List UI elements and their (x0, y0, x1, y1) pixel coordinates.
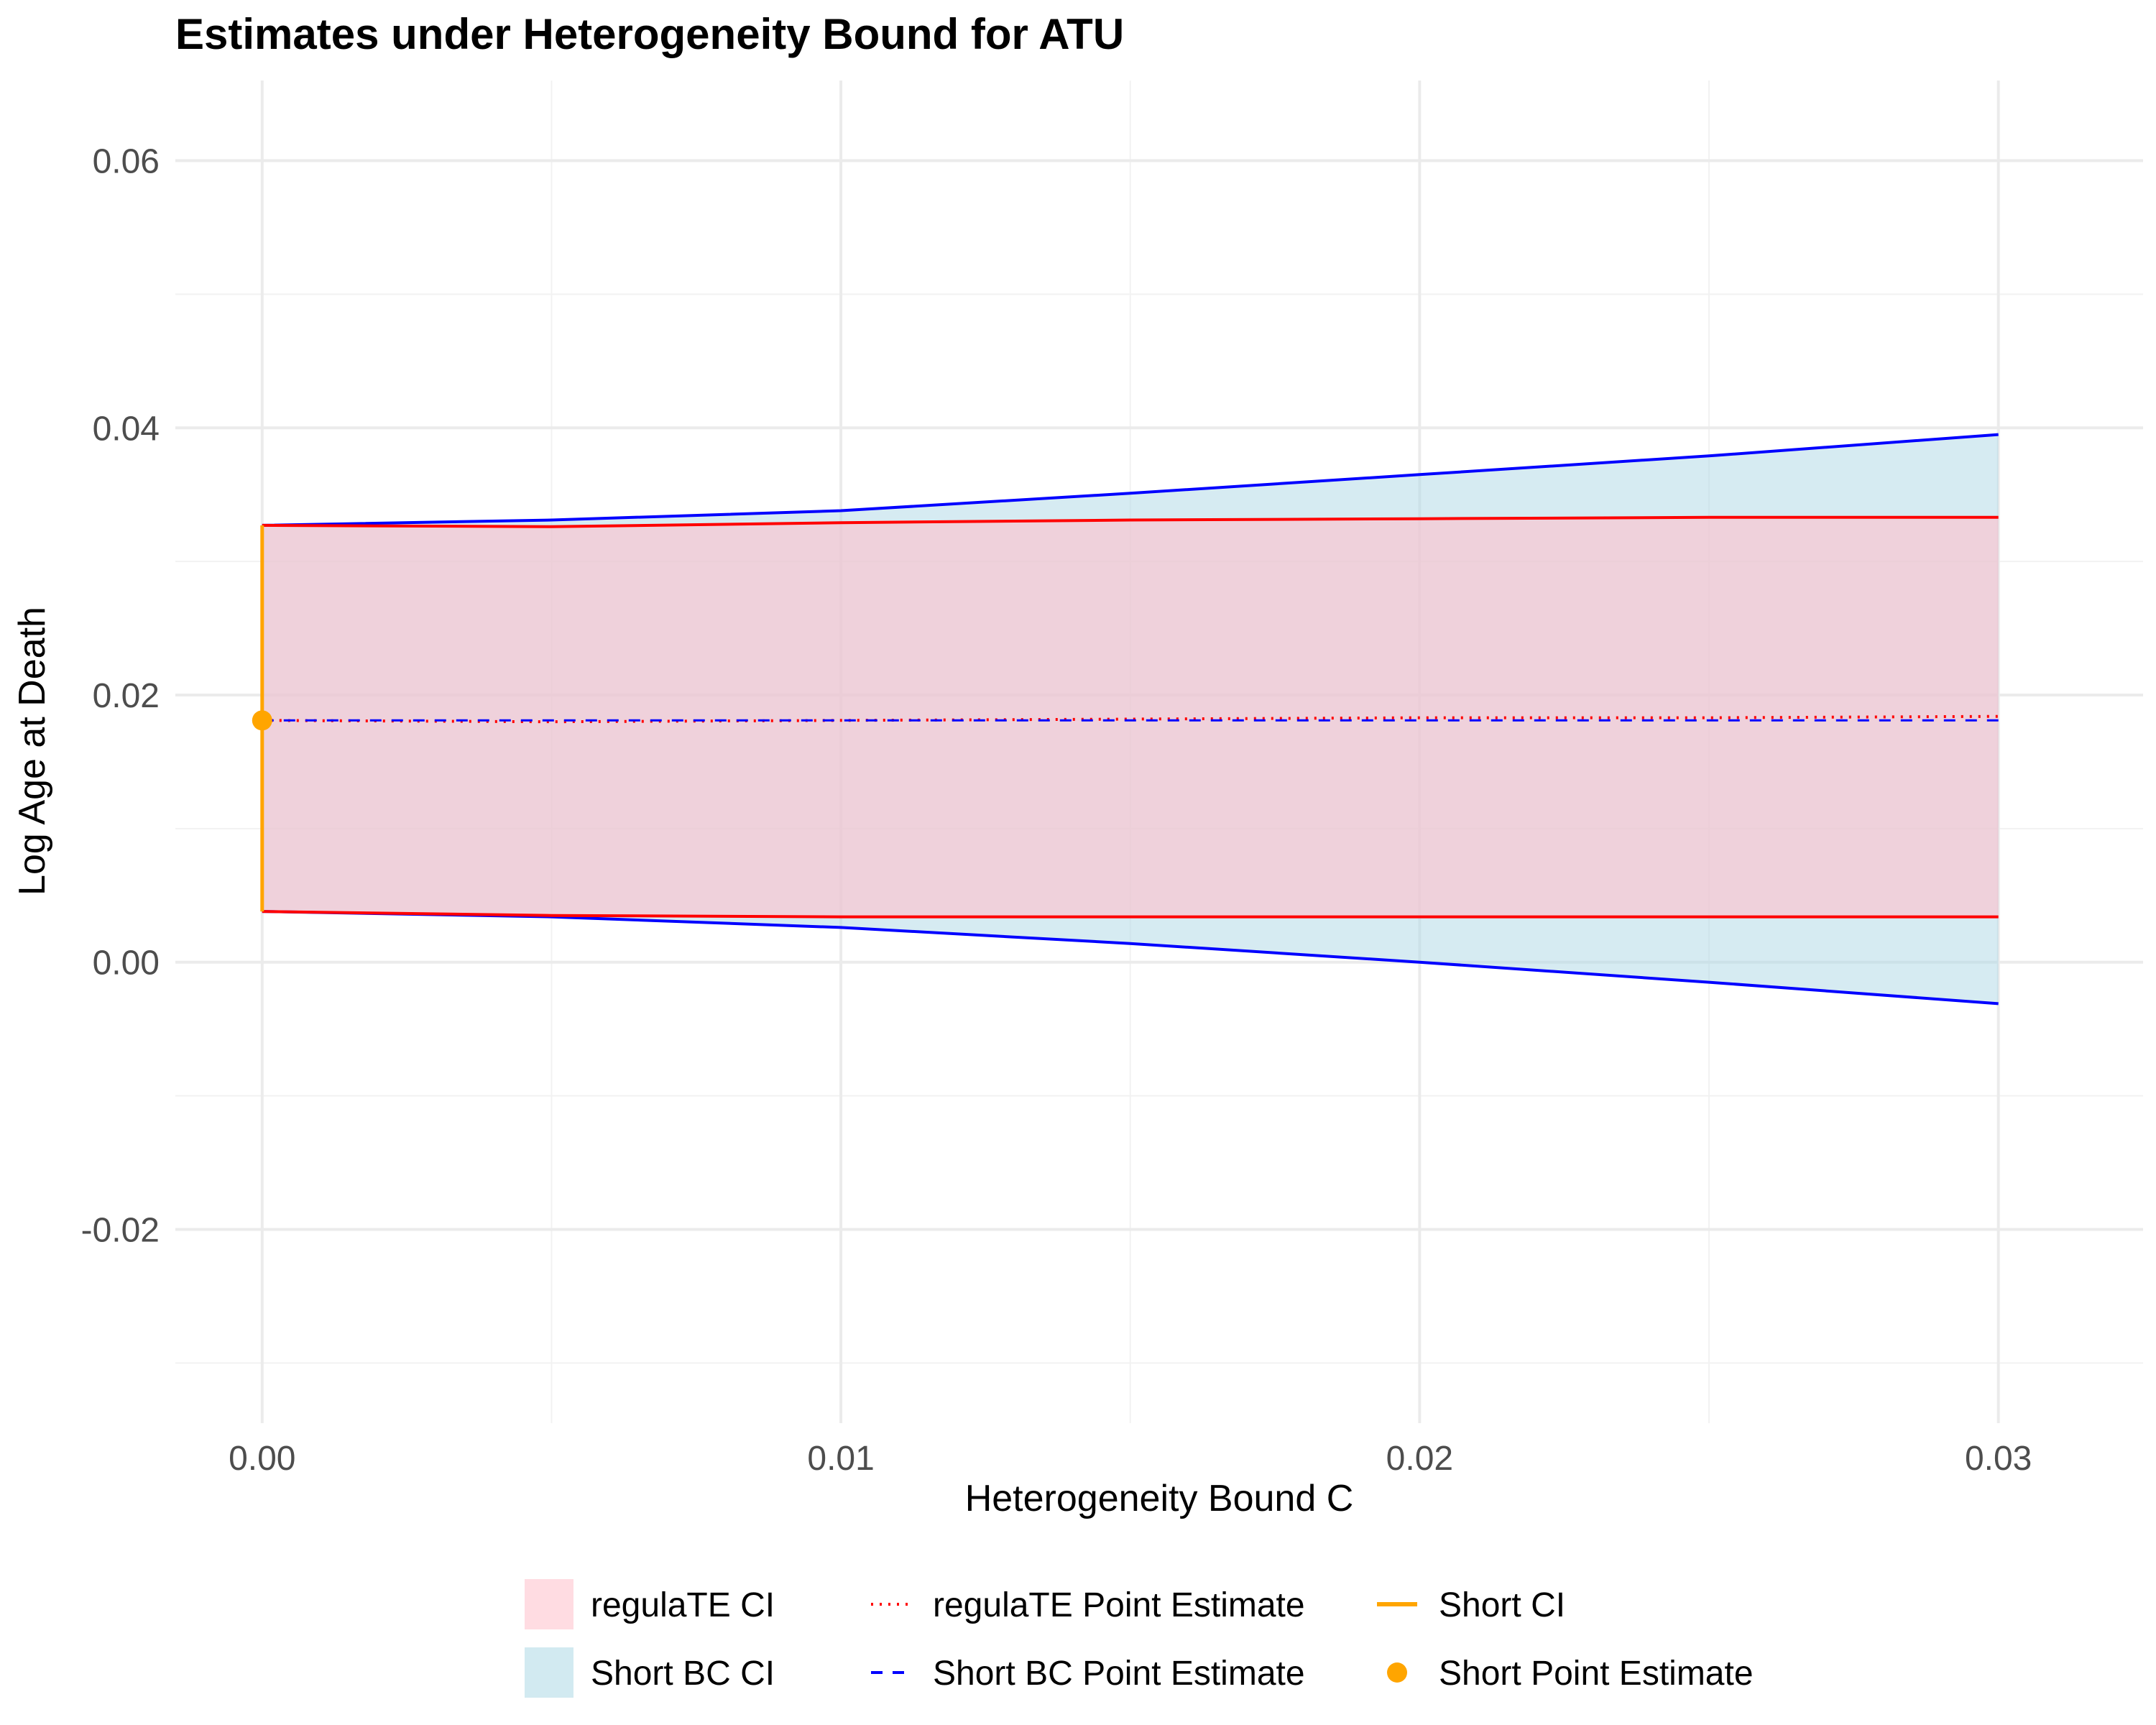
legend-item-short-bc-point-estimate: Short BC Point Estimate (871, 1655, 1305, 1693)
legend-key (525, 1579, 573, 1629)
short-estimate-marks (252, 525, 272, 912)
regulate-ci-lower-line (262, 910, 1999, 919)
legend-label: Short CI (1439, 1586, 1565, 1624)
regulate-ci-upper-line (262, 515, 1999, 528)
y-tick-labels: -0.02 0.00 0.02 0.04 0.06 (81, 143, 160, 1250)
x-axis-title: Heterogeneity Bound C (965, 1478, 1354, 1519)
legend-item-regulate-ci: regulaTE CI (525, 1579, 775, 1629)
y-tick-label: 0.00 (93, 944, 160, 983)
legend-label: Short BC Point Estimate (933, 1655, 1305, 1693)
x-tick-labels: 0.00 0.01 0.02 0.03 (229, 1440, 2032, 1478)
legend-label: regulaTE Point Estimate (933, 1586, 1305, 1624)
legend-item-regulate-point-estimate: regulaTE Point Estimate (871, 1586, 1305, 1624)
x-tick-label: 0.03 (1965, 1440, 2032, 1478)
y-tick-label: 0.04 (93, 410, 160, 448)
x-tick-label: 0.01 (807, 1440, 874, 1478)
legend-label: Short BC CI (591, 1655, 775, 1693)
y-tick-label: 0.02 (93, 677, 160, 715)
y-axis-title: Log Age at Death (11, 607, 53, 896)
legend-label: regulaTE CI (591, 1586, 775, 1624)
short-bc-ci-upper-line (262, 433, 1999, 527)
legend-item-short-ci: Short CI (1377, 1586, 1565, 1624)
legend-label: Short Point Estimate (1439, 1655, 1754, 1693)
short-point-estimate-point (252, 710, 272, 731)
legend-item-short-point-estimate: Short Point Estimate (1387, 1655, 1754, 1693)
legend: regulaTE CI Short BC CI regulaTE Point Est… (525, 1579, 1754, 1698)
y-tick-label: -0.02 (81, 1211, 160, 1249)
x-tick-label: 0.02 (1386, 1440, 1453, 1478)
legend-key (1387, 1662, 1407, 1683)
series-lines (262, 433, 1999, 1006)
y-tick-label: 0.06 (93, 143, 160, 181)
x-tick-label: 0.00 (229, 1440, 295, 1478)
legend-key (525, 1647, 573, 1698)
ci-ribbons (262, 434, 1999, 1004)
chart-title: Estimates under Heterogeneity Bound for … (175, 10, 1124, 58)
legend-item-short-bc-ci: Short BC CI (525, 1647, 775, 1698)
regulate-ci-ribbon (262, 517, 1999, 917)
